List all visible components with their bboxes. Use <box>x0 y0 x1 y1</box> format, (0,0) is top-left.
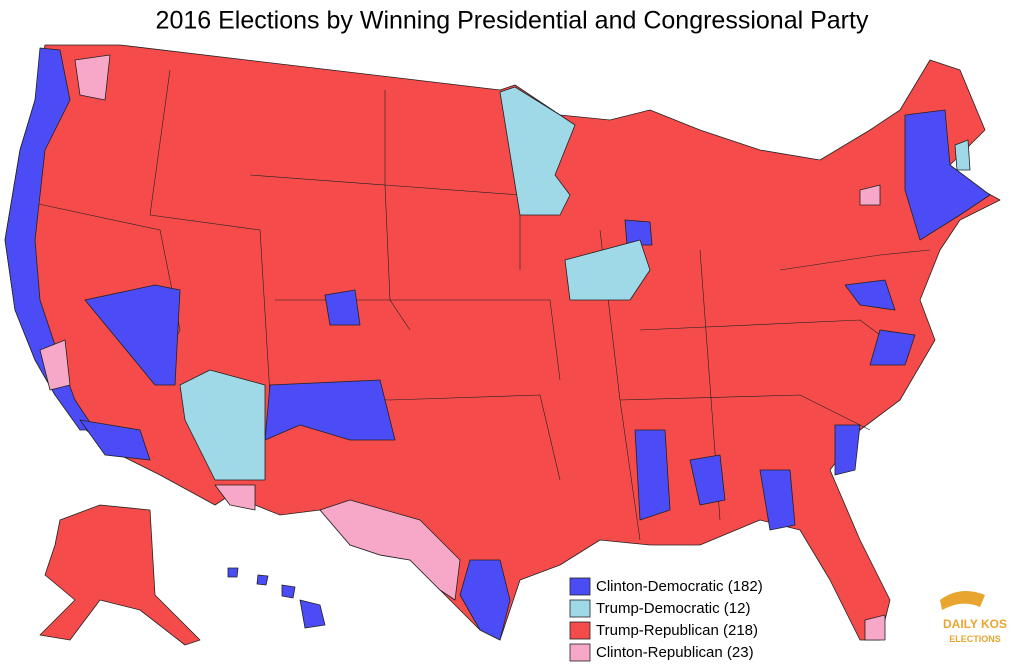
virginia <box>869 329 916 366</box>
legend-label: Trump-Democratic (12) <box>596 600 750 617</box>
hawaii-island <box>299 599 326 629</box>
northeast <box>904 109 991 241</box>
west-texas <box>319 499 461 601</box>
oahu <box>256 574 269 586</box>
minnesota <box>499 86 576 216</box>
hawaii <box>227 567 326 629</box>
calif-central <box>39 339 71 391</box>
nevada <box>84 284 181 386</box>
logo-flag <box>940 591 985 610</box>
legend-swatch <box>569 643 591 662</box>
legend: Clinton-Democratic (182) Trump-Democratic… <box>569 577 763 662</box>
maui <box>281 584 296 599</box>
colorado <box>324 289 361 326</box>
wisconsin-dist <box>624 219 653 246</box>
mississippi <box>634 429 671 521</box>
legend-swatch <box>569 621 591 640</box>
south-texas <box>459 559 511 641</box>
arizona-south <box>214 484 256 511</box>
georgia <box>759 469 796 531</box>
alaska <box>39 504 201 646</box>
maryland <box>844 279 896 311</box>
logo-line1: DAILY KOS <box>943 617 1007 631</box>
legend-label: Trump-Republican (218) <box>596 622 758 639</box>
florida-south <box>864 614 886 641</box>
new-hampshire <box>954 139 971 171</box>
arizona <box>179 369 266 481</box>
legend-label: Clinton-Republican (23) <box>596 644 754 661</box>
logo: DAILY KOS ELECTIONS <box>940 591 1007 644</box>
legend-label: Clinton-Democratic (182) <box>596 578 763 595</box>
title: 2016 Elections by Winning Presidential a… <box>156 7 869 35</box>
kauai <box>227 567 239 578</box>
southwest <box>264 379 396 441</box>
district-map <box>4 44 1001 646</box>
logo-line2: ELECTIONS <box>949 634 1001 644</box>
la-area <box>79 419 151 461</box>
carolina <box>834 424 861 476</box>
legend-swatch <box>569 577 591 596</box>
iowa-ill <box>564 239 651 301</box>
alabama <box>689 454 726 506</box>
pennsylvania <box>859 184 881 206</box>
legend-swatch <box>569 599 591 618</box>
washington-east <box>74 54 111 101</box>
